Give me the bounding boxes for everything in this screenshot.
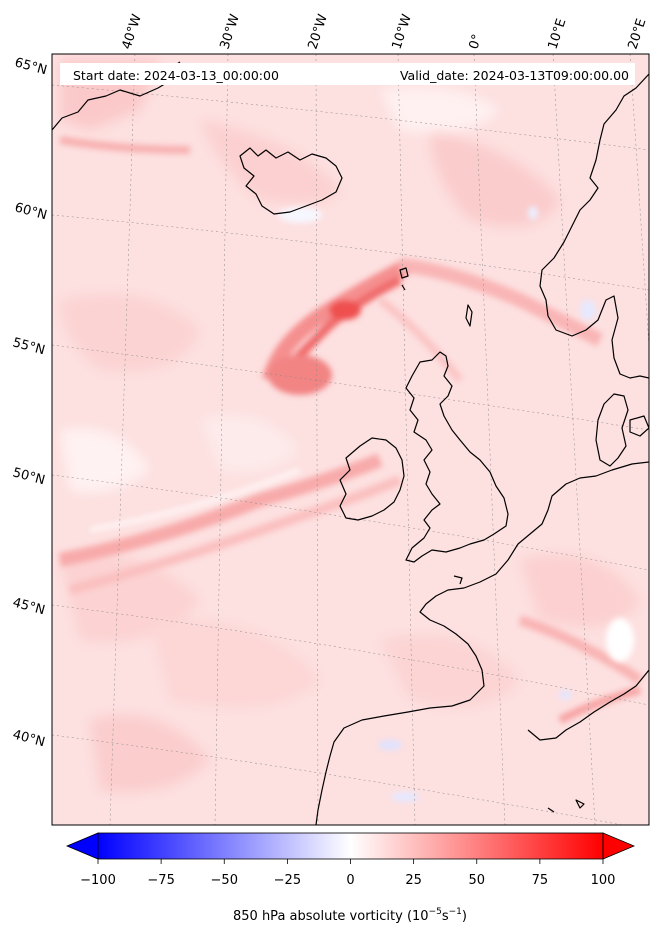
great-britain-coast <box>405 351 509 563</box>
header-band <box>60 63 635 85</box>
colorbar-min-extend <box>65 832 99 860</box>
latitude-labels: 65°N 60°N 55°N 50°N 45°N 40°N <box>11 55 49 750</box>
lat-label-60n: 60°N <box>13 200 49 223</box>
lon-label-30w: 30°W <box>218 12 243 51</box>
lon-label-0: 0° <box>467 33 486 52</box>
ireland-coast <box>339 437 405 521</box>
colorbar-tick-label: −100 <box>80 873 116 888</box>
longitude-labels: 40°W 30°W 20°W 10°W 0° 10°E 20°E <box>120 12 650 51</box>
colorbar-tick-label: 100 <box>591 873 616 888</box>
vorticity-field <box>52 54 649 825</box>
colorbar-gradient <box>98 833 603 859</box>
valid-date-text: Valid_date: 2024-03-13T09:00:00.00 <box>400 68 629 83</box>
lat-label-45n: 45°N <box>11 595 47 618</box>
colorbar-label: 850 hPa absolute vorticity (10−5s−1) <box>233 907 467 924</box>
denmark-coast <box>595 393 629 467</box>
colorbar-tick-label: 75 <box>532 873 549 888</box>
colorbar-tick-label: 0 <box>346 873 354 888</box>
colorbar-tick-label: −25 <box>274 873 301 888</box>
lat-label-50n: 50°N <box>11 465 47 488</box>
lon-label-20e: 20°E <box>626 17 650 51</box>
colorbar-tick-label: −75 <box>147 873 174 888</box>
lon-label-10w: 10°W <box>390 12 415 51</box>
colorbar-ticks: −100 −75 −50 −25 0 25 50 75 100 <box>80 859 615 888</box>
colorbar-tick-label: 25 <box>405 873 422 888</box>
lon-label-10e: 10°E <box>546 17 570 51</box>
lat-label-55n: 55°N <box>11 335 47 358</box>
colorbar-tick-label: −50 <box>211 873 238 888</box>
lat-label-65n: 65°N <box>13 55 49 78</box>
map-frame <box>51 53 650 826</box>
coastlines <box>52 61 649 825</box>
lon-label-20w: 20°W <box>306 12 331 51</box>
iceland-coast <box>239 147 343 215</box>
colorbar: −100 −75 −50 −25 0 25 50 75 100 850 hPa absolute… <box>65 832 636 924</box>
lat-label-40n: 40°N <box>11 727 47 750</box>
colorbar-max-extend <box>602 832 636 860</box>
scandinavia-coast <box>539 73 649 379</box>
lon-label-40w: 40°W <box>120 12 145 51</box>
start-date-text: Start date: 2024-03-13_00:00:00 <box>73 68 279 83</box>
colorbar-tick-label: 50 <box>468 873 485 888</box>
europe-coast <box>315 461 649 825</box>
graticule <box>52 54 649 825</box>
map-panel: Start date: 2024-03-13_00:00:00 Valid_da… <box>51 53 650 826</box>
